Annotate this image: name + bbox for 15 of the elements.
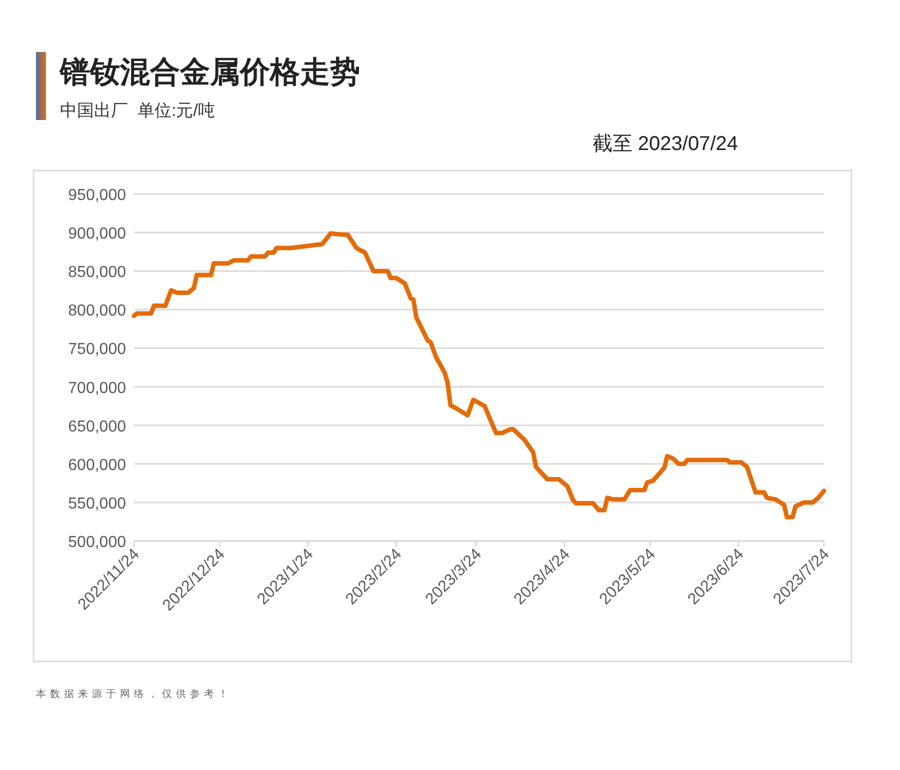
text: 本数据来源于网络，仅供参考！: [36, 688, 232, 700]
text: 截至 2023/07/24: [592, 133, 738, 155]
y-tick-label: 650,000: [68, 418, 126, 436]
y-tick-label: 850,000: [68, 264, 126, 282]
y-tick-label: 900,000: [68, 226, 126, 243]
y-tick-label: 750,000: [68, 341, 126, 358]
chart-title: 镨钕混合金属价格走势: [59, 56, 360, 89]
chart-subtitle: 中国出厂 单位:元/吨: [60, 101, 215, 120]
y-tick-label: 600,000: [68, 456, 126, 474]
y-tick-label: 800,000: [68, 302, 126, 320]
line-series: [132, 231, 826, 520]
y-tick-label: 700,000: [68, 380, 126, 397]
y-tick-label: 550,000: [68, 495, 126, 512]
y-tick-label: 950,000: [68, 187, 126, 204]
y-tick-label: 500,000: [68, 534, 126, 551]
